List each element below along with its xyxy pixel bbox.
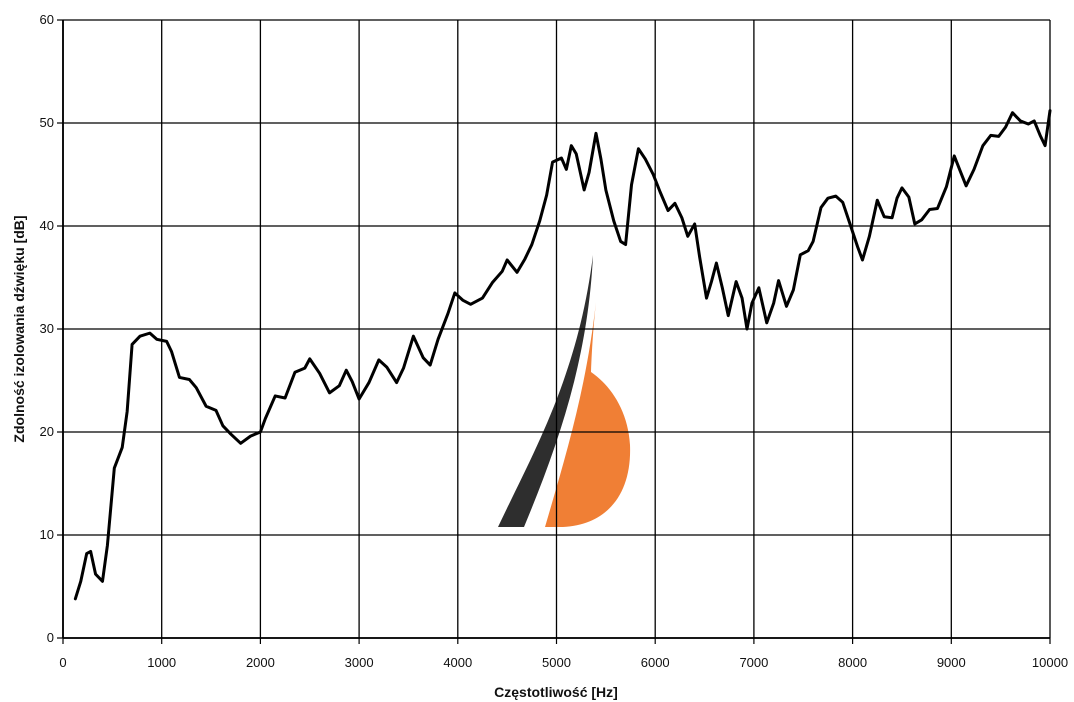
y-tick-label-6: 60 — [40, 12, 54, 27]
x-tick-label-2: 2000 — [246, 655, 275, 670]
y-tick-label-4: 40 — [40, 218, 54, 233]
x-tick-label-10: 10000 — [1032, 655, 1068, 670]
x-axis-title: Częstotliwość [Hz] — [494, 684, 618, 700]
y-tick-label-0: 0 — [47, 630, 54, 645]
y-tick-label-1: 10 — [40, 527, 54, 542]
tick-labels: 0 1000 2000 3000 4000 5000 6000 7000 8000 9000 100… — [40, 12, 1069, 670]
series-line-0 — [73, 109, 1052, 601]
y-tick-label-2: 20 — [40, 424, 54, 439]
y-tick-label-5: 50 — [40, 115, 54, 130]
x-tick-label-5: 5000 — [542, 655, 571, 670]
sail-logo-watermark — [498, 255, 631, 527]
x-tick-label-0: 0 — [59, 655, 66, 670]
x-tick-label-4: 4000 — [443, 655, 472, 670]
grid — [62, 19, 1051, 639]
y-tick-label-3: 30 — [40, 321, 54, 336]
x-tick-label-7: 7000 — [739, 655, 768, 670]
series-layer — [73, 109, 1052, 601]
x-tick-label-1: 1000 — [147, 655, 176, 670]
axes — [57, 19, 1051, 644]
x-tick-label-9: 9000 — [937, 655, 966, 670]
x-tick-label-3: 3000 — [345, 655, 374, 670]
x-tick-label-8: 8000 — [838, 655, 867, 670]
sail-logo-dark-blade — [498, 255, 593, 527]
y-axis-title: Zdolność izolowania dźwięku [dB] — [11, 215, 27, 442]
sail-logo-orange-sail — [545, 302, 631, 527]
x-tick-label-6: 6000 — [641, 655, 670, 670]
